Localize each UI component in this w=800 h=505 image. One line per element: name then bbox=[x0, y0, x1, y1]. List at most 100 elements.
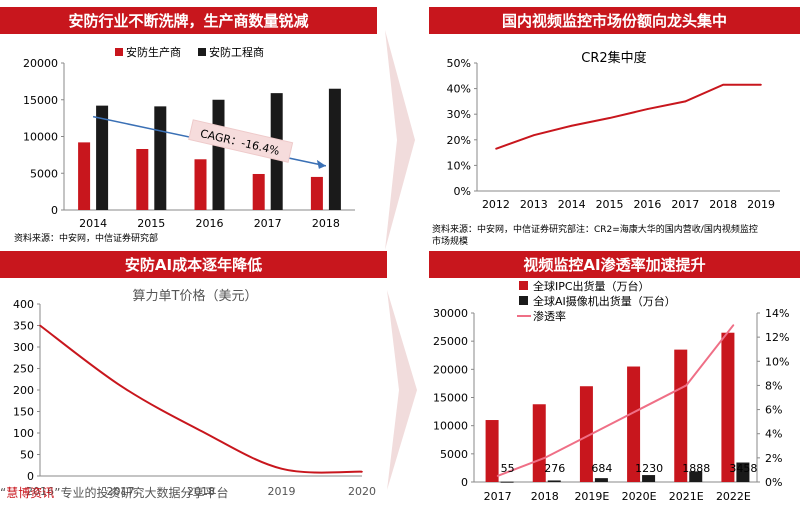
x-tick-label: 2022E bbox=[716, 490, 751, 503]
chart-title: 算力单T价格（美元） bbox=[133, 288, 258, 304]
watermark-brand: 慧博资讯 bbox=[6, 486, 55, 500]
y-tick-label: 30000 bbox=[433, 307, 468, 320]
y-tick-label: 50% bbox=[447, 57, 471, 70]
arrow-decoration-bottom bbox=[387, 290, 417, 490]
watermark-text: 专业的投资研究大数据分享平台 bbox=[60, 486, 229, 500]
x-tick-label: 2012 bbox=[482, 198, 510, 211]
cr2-point bbox=[533, 134, 535, 136]
cagr-trend-arrowhead bbox=[316, 159, 326, 169]
data-label-ai-camera: 684 bbox=[591, 462, 612, 475]
source-note-top-right-2: 市场规模 bbox=[432, 237, 469, 247]
y-tick-label: 5000 bbox=[440, 448, 468, 461]
y2-tick-label: 8% bbox=[765, 379, 782, 392]
legend-swatch-ai-camera bbox=[519, 296, 528, 305]
x-tick-label: 2016 bbox=[633, 198, 661, 211]
chart-title: CR2集中度 bbox=[581, 50, 646, 66]
y-tick-label: 50 bbox=[20, 449, 34, 462]
panel-title-top-right: 国内视频监控市场份额向龙头集中 bbox=[429, 7, 800, 34]
panel-title-bottom-right: 视频监控AI渗透率加速提升 bbox=[429, 251, 800, 278]
bar-ipc-shipments bbox=[627, 366, 641, 482]
y2-tick-label: 2% bbox=[765, 452, 782, 465]
source-note-top-right-1: 资料来源：中安网，中信证券研究部注：CR2=海康大华的国内营收/国内视频监控 bbox=[432, 225, 758, 235]
y-tick-label: 0% bbox=[454, 185, 471, 198]
x-tick-label: 2015 bbox=[137, 217, 165, 228]
y-tick-label: 20000 bbox=[433, 363, 468, 376]
legend-label-producer: 安防生产商 bbox=[126, 45, 181, 59]
legend-swatch-producer bbox=[115, 48, 123, 56]
y-tick-label: 30% bbox=[447, 108, 471, 121]
panel-title-bottom-left: 安防AI成本逐年降低 bbox=[0, 251, 387, 278]
bar-ipc-shipments bbox=[579, 386, 593, 482]
bar-producer bbox=[252, 173, 265, 210]
penetration-point bbox=[496, 475, 499, 477]
penetration-point bbox=[543, 457, 546, 459]
y2-tick-label: 12% bbox=[765, 331, 789, 344]
legend-label-penetration: 渗透率 bbox=[533, 309, 566, 323]
data-label-ai-camera: 276 bbox=[544, 462, 565, 475]
bar-ai-camera-shipments bbox=[689, 471, 703, 482]
x-tick-label: 2013 bbox=[520, 198, 548, 211]
chart-legend: 全球IPC出货量（万台） 全球AI摄像机出货量（万台） 渗透率 bbox=[517, 280, 676, 323]
bar-ipc-shipments bbox=[532, 404, 546, 482]
bar-producer bbox=[194, 159, 207, 210]
chart-legend: 安防生产商 安防工程商 bbox=[115, 45, 264, 59]
chart-compute-price: 算力单T价格（美元） 2016 2017 2018 2019 2020 0 50 100 150… bbox=[13, 288, 376, 498]
bar-ipc-shipments bbox=[485, 420, 499, 482]
y-tick-label: 100 bbox=[13, 427, 34, 440]
chart-cr2-concentration: CR2集中度 2012 2013 2014 2015 2016 2017 2018 2019 0… bbox=[447, 50, 780, 211]
x-tick-label: 2019 bbox=[268, 485, 296, 498]
y-tick-label: 250 bbox=[13, 363, 34, 376]
x-tick-label: 2020 bbox=[348, 485, 376, 498]
y-tick-label: 15000 bbox=[433, 392, 468, 405]
penetration-point bbox=[591, 432, 593, 435]
legend-label-ai-camera: 全球AI摄像机出货量（万台） bbox=[533, 294, 676, 308]
x-tick-label: 2021E bbox=[669, 490, 704, 503]
data-label-ai-camera: 3458 bbox=[729, 462, 757, 475]
bar-integrator bbox=[154, 106, 167, 210]
watermark-quote-open: “ bbox=[0, 486, 7, 500]
y-tick-label: 350 bbox=[13, 320, 34, 333]
x-tick-label: 2017 bbox=[484, 490, 512, 503]
x-tick-label: 2018 bbox=[312, 217, 340, 228]
cr2-point bbox=[495, 147, 497, 150]
x-tick-label: 2018 bbox=[187, 485, 215, 498]
y-tick-label: 10000 bbox=[23, 131, 58, 144]
x-tick-label: 2014 bbox=[79, 217, 107, 228]
legend-swatch-ipc bbox=[519, 281, 528, 290]
price-point bbox=[361, 470, 363, 473]
bar-integrator bbox=[96, 105, 109, 210]
x-tick-label: 2018 bbox=[531, 490, 559, 503]
data-label-ai-camera: 55 bbox=[501, 462, 515, 475]
bar-integrator bbox=[328, 88, 341, 210]
x-tick-label: 2017 bbox=[254, 217, 282, 228]
y2-tick-label: 14% bbox=[765, 307, 789, 320]
data-label-ai-camera: 1888 bbox=[682, 462, 710, 475]
y-tick-label: 25000 bbox=[433, 335, 468, 348]
bar-producer bbox=[136, 148, 149, 210]
bar-ai-camera-shipments bbox=[500, 481, 514, 483]
y-tick-label: 200 bbox=[13, 384, 34, 397]
y-tick-label: 10% bbox=[447, 159, 471, 172]
penetration-point bbox=[732, 324, 735, 326]
y2-tick-label: 6% bbox=[765, 404, 782, 417]
cr2-point bbox=[646, 108, 649, 110]
y-tick-label: 15000 bbox=[23, 94, 58, 107]
bar-ipc-shipments bbox=[721, 332, 735, 482]
y-tick-label: 5000 bbox=[30, 167, 58, 180]
source-note-top-left: 资料来源：中安网，中信证券研究部 bbox=[14, 234, 159, 244]
cr2-series-line bbox=[495, 83, 762, 150]
cr2-point bbox=[570, 124, 573, 127]
bar-producer bbox=[310, 176, 323, 210]
bar-ai-camera-shipments bbox=[642, 475, 656, 482]
x-tick-label: 2016 bbox=[26, 485, 54, 498]
watermark: “慧博资讯”专业的投资研究大数据分享平台 bbox=[0, 484, 228, 501]
bar-integrator bbox=[212, 99, 225, 210]
bar-ai-camera-shipments bbox=[547, 480, 561, 482]
y-tick-label: 20% bbox=[447, 134, 471, 147]
price-point bbox=[200, 430, 202, 432]
chart-ai-penetration: 55 276 684 1230 1888 3458 2017 2018 2019E 2020E 20… bbox=[433, 280, 789, 503]
legend-label-ipc: 全球IPC出货量（万台） bbox=[533, 280, 650, 293]
penetration-point bbox=[638, 408, 640, 411]
x-tick-label: 2015 bbox=[596, 198, 624, 211]
data-label-ai-camera: 1230 bbox=[635, 462, 663, 475]
